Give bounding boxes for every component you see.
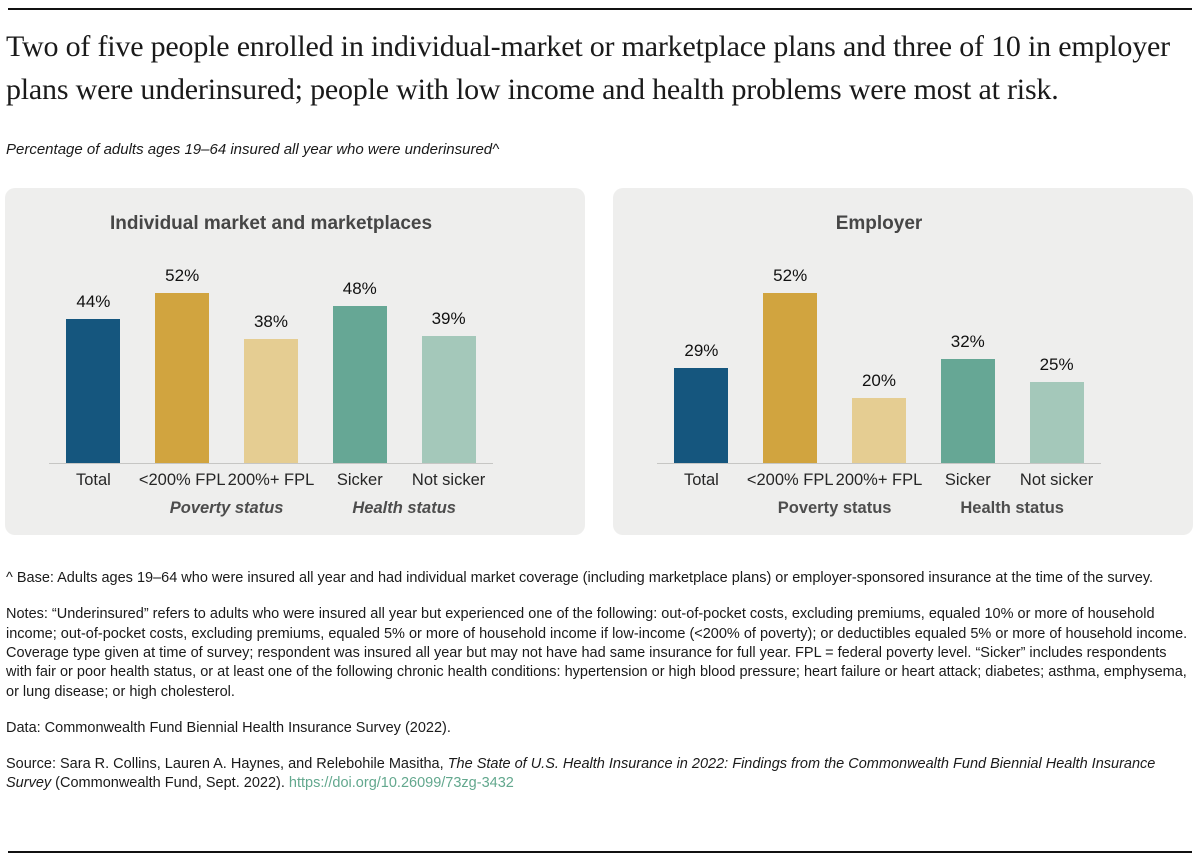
category-label-200-fpl: 200%+ FPL <box>835 471 923 490</box>
bar-value-label: 25% <box>1039 354 1074 374</box>
category-label-row: Total <200% FPL 200%+ FPL Sicker Not sicker <box>657 464 1101 490</box>
chart-panel-individual-market: Individual market and marketplaces 44% 52… <box>5 188 585 536</box>
bar-total <box>674 368 729 464</box>
category-label-200-fpl: <200% FPL <box>746 471 834 490</box>
group-label-spacer <box>49 499 138 518</box>
bar-column-200-fpl: 52% <box>138 266 227 464</box>
bar-column-200-fpl: 38% <box>227 312 316 464</box>
bar-column-not-sicker: 25% <box>1012 355 1101 464</box>
footnote-base: ^ Base: Adults ages 19–64 who were insur… <box>6 570 1154 587</box>
group-label-spacer <box>657 499 746 518</box>
category-label-total: Total <box>75 471 111 490</box>
charts-row: Individual market and marketplaces 44% 52… <box>5 188 1200 536</box>
group-label-health-status: Health status <box>352 499 456 518</box>
bar-not-sicker <box>421 335 476 464</box>
figure-subtitle: Percentage of adults ages 19–64 insured … <box>6 141 500 159</box>
bar-column-total: 29% <box>657 341 746 464</box>
bar-200-fpl <box>851 397 906 464</box>
category-label-sicker: Sicker <box>336 471 383 490</box>
group-label-row: Poverty status Health status <box>49 499 493 518</box>
category-label-200-fpl: <200% FPL <box>138 471 226 490</box>
bar-200-fpl <box>763 293 818 464</box>
chart-title: Individual market and marketplaces <box>109 213 433 235</box>
footnote-source: Source: Sara R. Collins, Lauren A. Hayne… <box>6 755 1194 794</box>
bar-sicker <box>940 358 995 464</box>
bar-value-label: 38% <box>253 312 288 332</box>
bar-column-total: 44% <box>49 292 138 464</box>
bar-column-200-fpl: 52% <box>746 266 835 464</box>
bar-value-label: 32% <box>950 331 985 351</box>
x-axis-line <box>657 463 1101 465</box>
chart-panel-employer: Employer 29% 52% 20% 32% 25% Total <200% FPL 2… <box>613 188 1193 536</box>
chart-inner: Individual market and marketplaces 44% 52… <box>49 213 493 518</box>
figure-title: Two of five people enrolled in individua… <box>6 30 1170 106</box>
source-report-title: The State of U.S. Health Insurance in 20… <box>6 756 1156 792</box>
bar-total <box>66 319 121 464</box>
bar-not-sicker <box>1029 381 1084 464</box>
bar-column-sicker: 32% <box>923 332 1012 464</box>
source-publisher: (Commonwealth Fund, Sept. 2022). <box>51 775 289 792</box>
source-text: Source: Sara R. Collins, Lauren A. Hayne… <box>6 756 448 773</box>
footnote-data: Data: Commonwealth Fund Biennial Health … <box>6 719 451 736</box>
bar-200-fpl <box>243 339 298 464</box>
bar-column-sicker: 48% <box>315 279 404 464</box>
bar-200-fpl <box>155 293 210 464</box>
bar-value-label: 52% <box>773 266 808 286</box>
category-label-sicker: Sicker <box>944 471 991 490</box>
category-label-total: Total <box>683 471 719 490</box>
category-label-row: Total <200% FPL 200%+ FPL Sicker Not sicker <box>49 464 493 490</box>
bar-value-label: 52% <box>165 266 200 286</box>
bar-value-label: 29% <box>684 341 719 361</box>
bar-sicker <box>332 306 387 464</box>
chart-title: Employer <box>835 213 923 235</box>
bar-column-not-sicker: 39% <box>404 308 493 464</box>
category-label-200-fpl: 200%+ FPL <box>227 471 315 490</box>
bar-value-label: 44% <box>76 292 111 312</box>
group-label-health-status: Health status <box>960 499 1064 518</box>
top-rule <box>8 8 1192 10</box>
bar-plot: 44% 52% 38% 48% 39% <box>49 266 493 464</box>
bar-value-label: 48% <box>342 279 377 299</box>
bar-value-label: 39% <box>431 308 466 328</box>
group-label-poverty-status: Poverty status <box>777 499 892 518</box>
category-label-not-sicker: Not sicker <box>411 471 486 490</box>
bottom-rule <box>8 851 1192 853</box>
footnote-notes: Notes: “Underinsured” refers to adults w… <box>6 606 1188 700</box>
bar-plot: 29% 52% 20% 32% 25% <box>657 266 1101 464</box>
doi-link[interactable]: https://doi.org/10.26099/73zg-3432 <box>288 775 514 792</box>
group-label-row: Poverty status Health status <box>657 499 1101 518</box>
footnotes: ^ Base: Adults ages 19–64 who were insur… <box>6 569 1194 794</box>
group-label-poverty-status: Poverty status <box>169 499 284 518</box>
chart-inner: Employer 29% 52% 20% 32% 25% Total <200% FPL 2… <box>657 213 1101 518</box>
bar-value-label: 20% <box>861 370 896 390</box>
category-label-not-sicker: Not sicker <box>1019 471 1094 490</box>
x-axis-line <box>49 463 493 465</box>
bar-column-200-fpl: 20% <box>835 370 924 464</box>
